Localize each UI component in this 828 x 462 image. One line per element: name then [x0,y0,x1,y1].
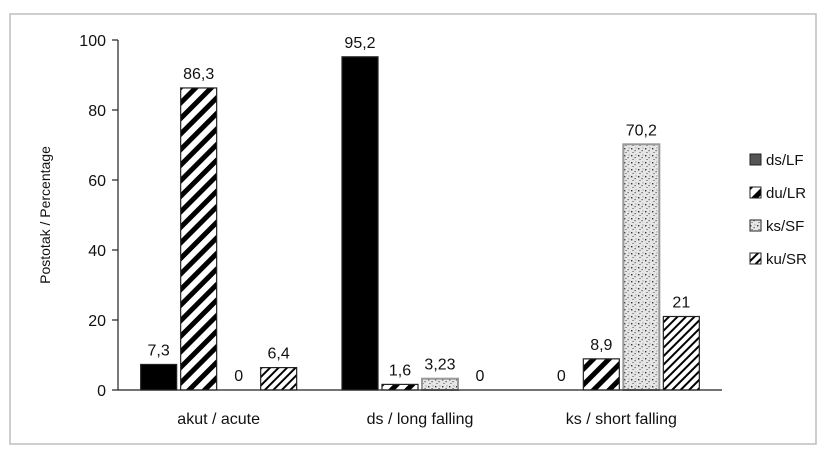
legend-swatch [749,252,762,265]
legend-label: du/LR [766,185,806,202]
bar-du-lr [582,358,620,391]
data-label: 21 [672,295,690,312]
y-axis-ticks: 0 20 40 60 80 100 [79,33,118,400]
data-label: 0 [234,368,243,385]
legend-swatch [749,219,762,232]
bar-ds-lf [140,363,178,391]
bar-ks-sf [421,377,459,392]
data-label: 1,6 [389,362,411,379]
bar-ku-sr [662,315,700,391]
y-tick-label: 60 [88,173,106,190]
y-tick-label: 40 [88,243,106,260]
y-tick-label: 80 [88,103,106,120]
legend-swatch [749,153,762,166]
legend-item: ku/SR [749,251,807,268]
x-category-label: ks / short falling [566,411,677,428]
bar-du-lr [180,87,218,391]
data-label: 86,3 [183,66,214,83]
x-category-label: ds / long falling [367,411,474,428]
data-label: 7,3 [148,342,170,359]
y-tick-label: 20 [88,313,106,330]
data-label: 3,23 [424,357,455,374]
y-tick-label: 100 [79,33,106,50]
data-labels-group: 7,3 86,3 0 6,4 95,2 1,6 3,23 0 0 8,9 70,2 21 [148,35,691,385]
y-axis-label: Postotak / Percentage [37,146,53,284]
data-label: 0 [476,368,485,385]
legend-item: ks/SF [749,218,804,235]
legend-item: ds/LF [749,152,804,169]
legend: ds/LF du/LR ks/SF ku/SR [749,152,807,268]
data-label: 95,2 [344,35,375,52]
legend-swatch [749,186,762,199]
x-category-label: akut / acute [177,411,260,428]
bar-ks-sf [622,143,661,391]
bar-ku-sr [260,367,298,391]
bar-ds-lf [341,56,379,391]
y-tick-label: 0 [97,383,106,400]
bar-du-lr [381,383,419,391]
legend-item: du/LR [749,185,806,202]
legend-label: ks/SF [766,218,804,235]
data-label: 0 [557,368,566,385]
legend-label: ds/LF [766,152,804,169]
data-label: 6,4 [268,346,290,363]
data-label: 8,9 [590,337,612,354]
x-axis-categories: akut / acute ds / long falling ks / short … [177,411,677,428]
data-label: 70,2 [626,122,657,139]
legend-label: ku/SR [766,251,807,268]
